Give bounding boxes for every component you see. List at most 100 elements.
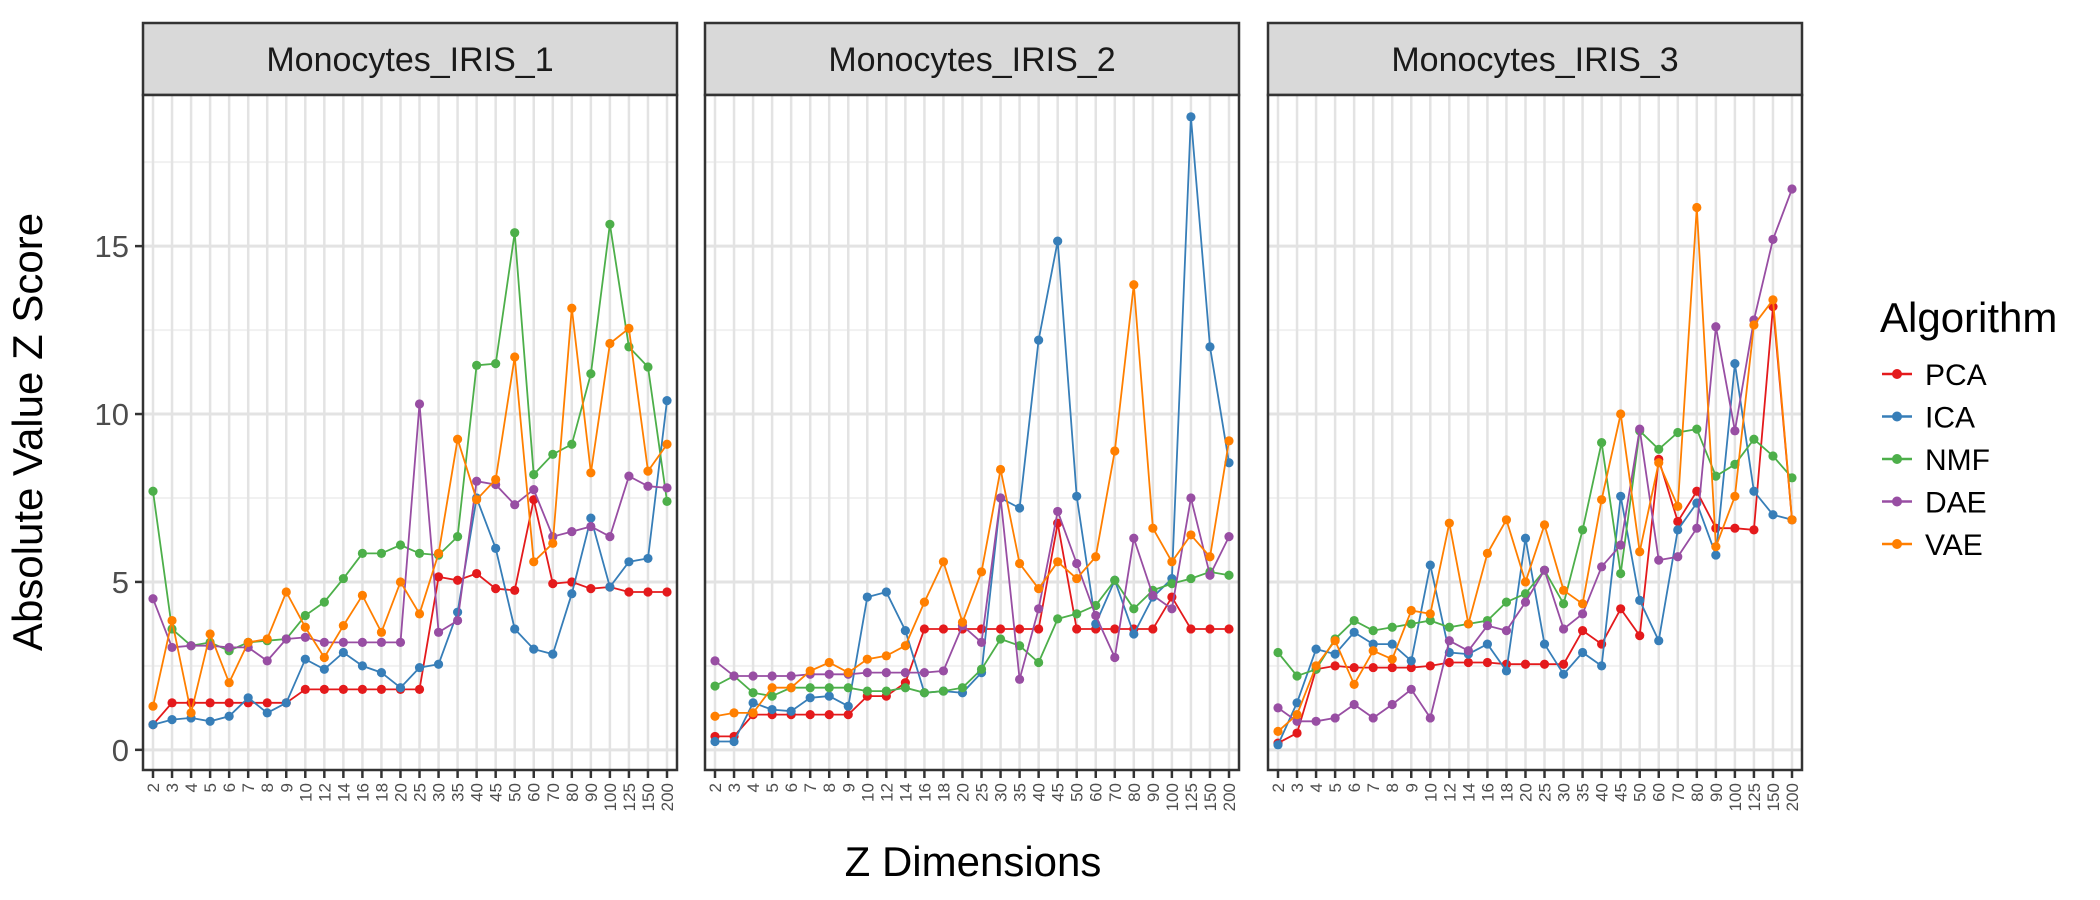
data-point-dae bbox=[301, 633, 310, 642]
legend-key-point bbox=[1892, 454, 1902, 464]
data-point-dae bbox=[729, 671, 738, 680]
x-tick-label: 2 bbox=[706, 783, 725, 792]
x-tick-label: 40 bbox=[468, 783, 487, 802]
data-point-nmf bbox=[1673, 428, 1682, 437]
x-tick-label: 25 bbox=[973, 783, 992, 802]
x-tick-label: 12 bbox=[877, 783, 896, 802]
x-tick-label: 8 bbox=[1383, 783, 1402, 792]
data-point-vae bbox=[472, 495, 481, 504]
data-point-nmf bbox=[339, 574, 348, 583]
x-tick-label: 12 bbox=[315, 783, 334, 802]
data-point-dae bbox=[434, 628, 443, 637]
data-point-vae bbox=[825, 658, 834, 667]
x-tick-label: 70 bbox=[1669, 783, 1688, 802]
data-point-vae bbox=[396, 577, 405, 586]
data-point-ica bbox=[1407, 656, 1416, 665]
data-point-dae bbox=[882, 668, 891, 677]
data-point-nmf bbox=[882, 686, 891, 695]
data-point-vae bbox=[225, 678, 234, 687]
panel-3: Monocytes_IRIS_32 3 4 5 6 7 8 9 10 12 14 16 18 20 25 30… bbox=[1268, 23, 1802, 811]
x-tick-label: 60 bbox=[525, 783, 544, 802]
data-point-vae bbox=[1034, 584, 1043, 593]
data-point-ica bbox=[320, 665, 329, 674]
data-point-ica bbox=[339, 648, 348, 657]
data-point-vae bbox=[1730, 492, 1739, 501]
x-tick-label: 25 bbox=[411, 783, 430, 802]
data-point-dae bbox=[624, 472, 633, 481]
facet-title: Monocytes_IRIS_3 bbox=[1391, 41, 1678, 79]
data-point-ica bbox=[167, 715, 176, 724]
data-point-pca bbox=[263, 698, 272, 707]
data-point-vae bbox=[244, 638, 253, 647]
data-point-pca bbox=[1034, 624, 1043, 633]
data-point-ica bbox=[548, 650, 557, 659]
data-point-vae bbox=[748, 708, 757, 717]
x-tick-label: 70 bbox=[544, 783, 563, 802]
x-tick-label: 125 bbox=[620, 783, 639, 811]
data-point-ica bbox=[1311, 645, 1320, 654]
data-point-nmf bbox=[920, 688, 929, 697]
x-tick-label: 70 bbox=[1106, 783, 1125, 802]
data-point-dae bbox=[1787, 184, 1796, 193]
data-point-vae bbox=[768, 683, 777, 692]
data-point-vae bbox=[920, 597, 929, 606]
data-point-nmf bbox=[301, 611, 310, 620]
data-point-dae bbox=[1711, 322, 1720, 331]
x-tick-label: 80 bbox=[1688, 783, 1707, 802]
x-tick-label: 50 bbox=[1068, 783, 1087, 802]
data-point-vae bbox=[643, 467, 652, 476]
data-point-dae bbox=[1426, 713, 1435, 722]
data-point-vae bbox=[1787, 515, 1796, 524]
data-point-vae bbox=[1616, 409, 1625, 418]
x-tick-label: 80 bbox=[563, 783, 582, 802]
data-point-ica bbox=[787, 707, 796, 716]
data-point-vae bbox=[996, 465, 1005, 474]
data-point-ica bbox=[1578, 648, 1587, 657]
data-point-nmf bbox=[1224, 571, 1233, 580]
data-point-dae bbox=[605, 532, 614, 541]
data-point-vae bbox=[586, 468, 595, 477]
y-tick-label: 0 bbox=[112, 733, 129, 768]
x-tick-label: 10 bbox=[1421, 783, 1440, 802]
data-point-pca bbox=[643, 587, 652, 596]
x-tick-label: 35 bbox=[1011, 783, 1030, 802]
data-point-ica bbox=[844, 702, 853, 711]
data-point-nmf bbox=[748, 688, 757, 697]
data-point-dae bbox=[1578, 609, 1587, 618]
data-point-nmf bbox=[358, 549, 367, 558]
x-tick-label: 200 bbox=[1220, 783, 1239, 811]
data-point-vae bbox=[1445, 519, 1454, 528]
data-point-dae bbox=[643, 482, 652, 491]
x-tick-label: 7 bbox=[239, 783, 258, 792]
facet-title: Monocytes_IRIS_1 bbox=[266, 41, 553, 79]
facet-title: Monocytes_IRIS_2 bbox=[828, 41, 1115, 79]
data-point-nmf bbox=[1292, 671, 1301, 680]
data-point-vae bbox=[1148, 524, 1157, 533]
x-tick-label: 8 bbox=[820, 783, 839, 792]
data-point-pca bbox=[1616, 604, 1625, 613]
legend-label: DAE bbox=[1925, 487, 1987, 520]
data-point-pca bbox=[225, 698, 234, 707]
x-tick-label: 200 bbox=[658, 783, 677, 811]
data-point-nmf bbox=[1597, 438, 1606, 447]
x-tick-label: 9 bbox=[277, 783, 296, 792]
data-point-nmf bbox=[1654, 445, 1663, 454]
legend-key-point bbox=[1892, 539, 1902, 549]
legend-title: Algorithm bbox=[1880, 294, 2057, 341]
data-point-vae bbox=[605, 339, 614, 348]
data-point-vae bbox=[1167, 557, 1176, 566]
data-point-nmf bbox=[567, 440, 576, 449]
data-point-nmf bbox=[510, 228, 519, 237]
x-tick-label: 90 bbox=[1707, 783, 1726, 802]
data-point-nmf bbox=[1053, 614, 1062, 623]
x-tick-label: 14 bbox=[1459, 783, 1478, 802]
x-tick-label: 4 bbox=[744, 783, 763, 792]
data-point-dae bbox=[1369, 713, 1378, 722]
x-tick-label: 40 bbox=[1030, 783, 1049, 802]
data-point-vae bbox=[806, 666, 815, 675]
data-point-dae bbox=[1148, 591, 1157, 600]
data-point-vae bbox=[901, 641, 910, 650]
data-point-ica bbox=[1426, 561, 1435, 570]
data-point-dae bbox=[1521, 597, 1530, 606]
data-point-ica bbox=[1616, 492, 1625, 501]
